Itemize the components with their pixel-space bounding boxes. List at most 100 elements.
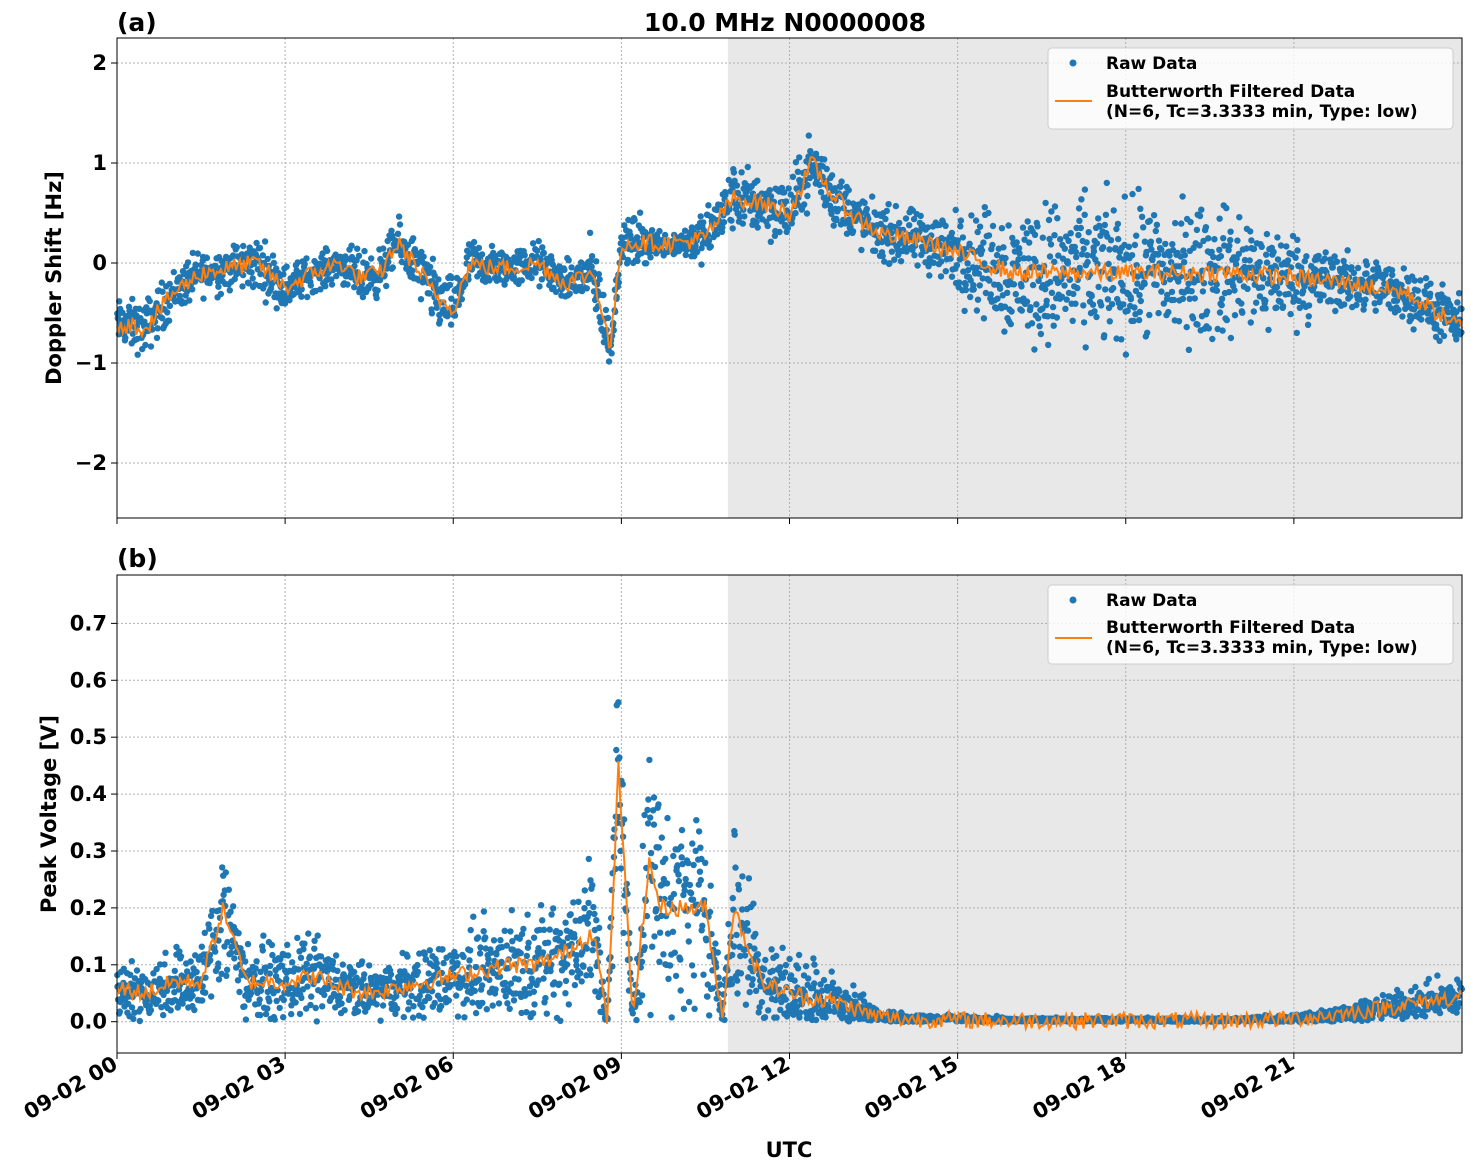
doppler-raw-point — [881, 258, 888, 265]
doppler-raw-point — [837, 183, 844, 190]
doppler-raw-point — [1417, 277, 1424, 284]
voltage-raw-point — [260, 932, 267, 939]
doppler-raw-point — [261, 238, 269, 245]
voltage-raw-point — [313, 1018, 320, 1025]
doppler-raw-point — [789, 173, 797, 180]
doppler-raw-point — [776, 228, 783, 236]
voltage-raw-point — [658, 834, 665, 841]
doppler-raw-point — [142, 341, 149, 349]
doppler-raw-point — [722, 191, 729, 199]
voltage-raw-point — [244, 940, 252, 948]
doppler-raw-point — [910, 215, 918, 223]
doppler-raw-point — [1025, 255, 1032, 262]
doppler-raw-point — [1031, 231, 1039, 238]
doppler-raw-point — [733, 182, 741, 189]
voltage-raw-point — [645, 796, 652, 803]
doppler-legend: Raw Data Butterworth Filtered Data (N=6,… — [1047, 47, 1454, 130]
doppler-raw-point — [1067, 230, 1074, 237]
voltage-raw-point — [656, 929, 664, 936]
doppler-raw-point — [1393, 297, 1401, 304]
doppler-raw-point — [273, 305, 280, 312]
voltage-raw-point — [311, 945, 318, 952]
voltage-raw-point — [223, 972, 230, 979]
voltage-raw-point — [256, 996, 263, 1003]
doppler-raw-point — [1373, 259, 1380, 266]
doppler-raw-point — [953, 262, 961, 269]
voltage-raw-point — [563, 961, 571, 968]
doppler-raw-point — [1102, 211, 1110, 218]
doppler-y-ticks: 210−1−2 — [75, 51, 117, 475]
doppler-raw-point — [633, 234, 641, 241]
voltage-raw-point — [506, 1005, 513, 1012]
doppler-raw-point — [1016, 250, 1023, 257]
doppler-raw-point — [902, 215, 910, 222]
doppler-raw-point — [896, 240, 903, 247]
doppler-raw-point — [1046, 235, 1053, 243]
doppler-raw-point — [501, 281, 508, 288]
doppler-raw-point — [253, 239, 260, 247]
doppler-raw-point — [1243, 245, 1250, 252]
doppler-raw-point — [1246, 257, 1253, 264]
doppler-raw-point — [165, 317, 173, 324]
doppler-raw-point — [281, 300, 289, 307]
doppler-raw-point — [830, 222, 837, 229]
doppler-raw-point — [528, 274, 535, 282]
doppler-raw-point — [891, 256, 898, 263]
voltage-raw-point — [620, 929, 627, 937]
doppler-raw-point — [978, 247, 986, 254]
doppler-raw-point — [785, 185, 792, 192]
doppler-raw-point — [1096, 223, 1103, 230]
doppler-raw-point — [862, 230, 869, 237]
doppler-raw-point — [215, 283, 222, 290]
doppler-legend-raw-label: Raw Data — [1106, 54, 1197, 74]
doppler-raw-point — [744, 163, 751, 171]
voltage-raw-point — [689, 840, 696, 847]
doppler-raw-point — [957, 217, 965, 224]
doppler-raw-point — [886, 260, 893, 267]
voltage-raw-point — [636, 998, 643, 1006]
doppler-raw-point — [552, 288, 560, 296]
doppler-raw-point — [981, 204, 988, 211]
doppler-raw-point — [1219, 327, 1226, 334]
doppler-raw-point — [975, 270, 982, 277]
doppler-raw-point — [1410, 326, 1417, 333]
voltage-raw-point — [686, 881, 694, 889]
voltage-raw-point — [714, 949, 721, 956]
voltage-raw-point — [387, 971, 395, 978]
doppler-raw-point — [934, 253, 942, 260]
doppler-raw-point — [1023, 298, 1031, 305]
doppler-raw-point — [1045, 216, 1053, 224]
voltage-raw-point — [665, 975, 672, 982]
voltage-raw-point — [179, 1000, 186, 1007]
voltage-raw-point — [568, 969, 576, 976]
voltage-raw-point — [860, 991, 867, 998]
voltage-raw-point — [702, 859, 709, 866]
doppler-raw-point — [917, 212, 924, 220]
doppler-raw-point — [583, 285, 590, 292]
doppler-raw-point — [1035, 264, 1043, 271]
doppler-raw-point — [1293, 289, 1300, 296]
doppler-raw-point — [1023, 230, 1030, 237]
doppler-raw-point — [307, 282, 314, 289]
voltage-raw-point — [171, 989, 178, 996]
doppler-raw-point — [1061, 245, 1069, 252]
doppler-raw-point — [290, 290, 298, 298]
doppler-raw-point — [158, 279, 165, 286]
doppler-raw-point — [845, 199, 852, 206]
doppler-raw-point — [1140, 224, 1147, 231]
voltage-raw-point — [507, 980, 515, 987]
doppler-raw-point — [1058, 293, 1066, 300]
voltage-raw-point — [193, 968, 200, 976]
doppler-raw-point — [972, 217, 980, 224]
voltage-raw-point — [737, 970, 745, 977]
doppler-raw-point — [726, 206, 733, 213]
voltage-raw-point — [467, 926, 474, 934]
voltage-raw-point — [690, 861, 697, 869]
doppler-raw-point — [1175, 278, 1182, 285]
doppler-raw-point — [1080, 245, 1087, 252]
doppler-raw-point — [1187, 218, 1194, 226]
voltage-raw-point — [234, 977, 242, 984]
doppler-raw-point — [948, 273, 956, 280]
voltage-raw-point — [490, 937, 498, 944]
doppler-raw-point — [1248, 237, 1255, 244]
